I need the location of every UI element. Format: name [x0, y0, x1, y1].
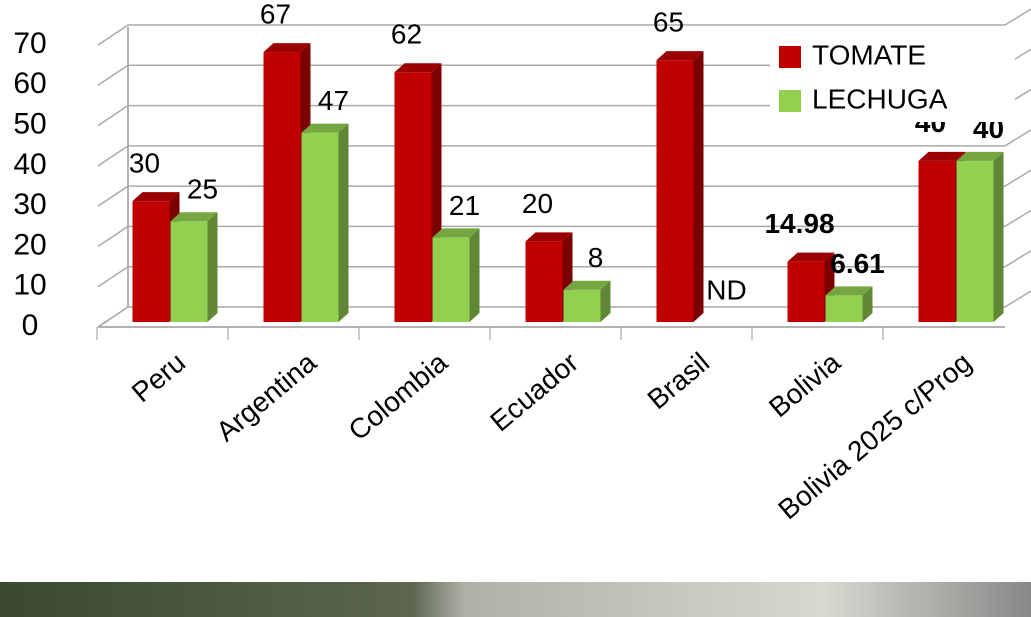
value-label: 67 — [260, 0, 291, 29]
bar-front — [394, 72, 432, 322]
bar-side — [862, 286, 873, 322]
bar-top — [263, 43, 311, 53]
grid-line — [97, 88, 1031, 127]
bar-top — [787, 252, 835, 262]
x-tick-label: Ecuador — [484, 347, 584, 438]
bar-front — [432, 237, 470, 322]
y-tick-label: 30 — [13, 188, 46, 221]
legend-box — [770, 30, 1015, 122]
bar — [394, 63, 442, 322]
grid-line — [97, 48, 1031, 86]
bar — [432, 228, 480, 322]
background-photo — [0, 582, 1031, 617]
bar-side — [338, 123, 349, 323]
bar-side — [693, 51, 704, 323]
value-label: 65 — [653, 7, 684, 38]
grid-line — [97, 129, 1031, 167]
bar-side — [993, 151, 1004, 322]
bar-top — [301, 123, 349, 133]
value-label: 8 — [588, 242, 604, 273]
y-tick-label: 60 — [13, 67, 46, 100]
bar-front — [170, 221, 208, 322]
value-label: 47 — [318, 85, 349, 116]
bar-top — [825, 286, 873, 296]
legend-swatch — [779, 90, 801, 112]
bar-top — [918, 151, 966, 161]
value-label: 30 — [129, 148, 160, 179]
x-tick-label: Colombia — [343, 346, 454, 446]
bar-front — [525, 241, 563, 322]
value-label: 25 — [187, 174, 218, 205]
x-tick-label: Brasil — [642, 347, 716, 416]
bar — [301, 123, 349, 323]
bar-front — [956, 160, 994, 322]
bar — [525, 232, 573, 322]
bar-front — [787, 261, 825, 322]
bar-front — [263, 52, 301, 322]
y-tick-label: 0 — [22, 309, 39, 342]
bar-front — [563, 289, 601, 322]
x-tick-label: Peru — [126, 347, 191, 409]
bar-front — [918, 160, 956, 322]
axis-wall — [97, 27, 129, 328]
bar — [656, 51, 704, 323]
bar-front — [132, 201, 170, 322]
bar-top — [525, 232, 573, 242]
value-label: 21 — [449, 190, 480, 221]
bar-front — [301, 132, 339, 322]
bar — [170, 212, 218, 322]
bar-side — [469, 228, 480, 322]
value-label: 20 — [522, 188, 553, 219]
bar — [956, 151, 1004, 322]
bar-top — [656, 51, 704, 61]
y-tick-label: 20 — [13, 228, 46, 261]
grid-line — [97, 8, 1031, 46]
y-tick-label: 40 — [13, 148, 46, 181]
y-tick-label: 50 — [13, 107, 46, 140]
bar-side — [207, 212, 218, 322]
bar-top — [563, 280, 611, 290]
bar — [563, 280, 611, 322]
legend-label: TOMATE — [812, 39, 926, 70]
legend-swatch — [779, 46, 801, 68]
bar-top — [132, 192, 180, 202]
bar-top — [432, 228, 480, 238]
grid-line — [97, 169, 1031, 207]
x-tick-label: Argentina — [210, 346, 322, 447]
value-label: 62 — [391, 19, 422, 50]
bar-top — [394, 63, 442, 73]
value-label: 6.61 — [830, 248, 885, 279]
bar-side — [600, 280, 611, 322]
bar-top — [170, 212, 218, 222]
bar-top — [956, 151, 1004, 161]
bar — [787, 252, 835, 322]
value-label: ND — [706, 274, 746, 305]
legend-label: LECHUGA — [812, 83, 948, 114]
y-tick-label: 10 — [13, 269, 46, 302]
value-label: 14.98 — [764, 208, 834, 239]
bar-front — [825, 295, 863, 322]
grid-line — [97, 209, 1031, 248]
y-tick-label: 70 — [13, 27, 46, 60]
bar — [825, 286, 873, 322]
x-tick-label: Bolivia — [763, 346, 846, 423]
bar-front — [656, 60, 694, 323]
